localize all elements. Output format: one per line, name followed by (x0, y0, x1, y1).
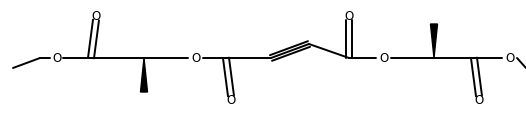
Text: O: O (505, 51, 514, 65)
Text: O: O (92, 10, 100, 23)
Polygon shape (430, 24, 438, 58)
Text: O: O (226, 93, 236, 107)
Text: O: O (345, 10, 353, 23)
Text: O: O (191, 51, 200, 65)
Text: O: O (379, 51, 389, 65)
Polygon shape (140, 58, 147, 92)
Text: O: O (53, 51, 62, 65)
Text: O: O (474, 93, 483, 107)
